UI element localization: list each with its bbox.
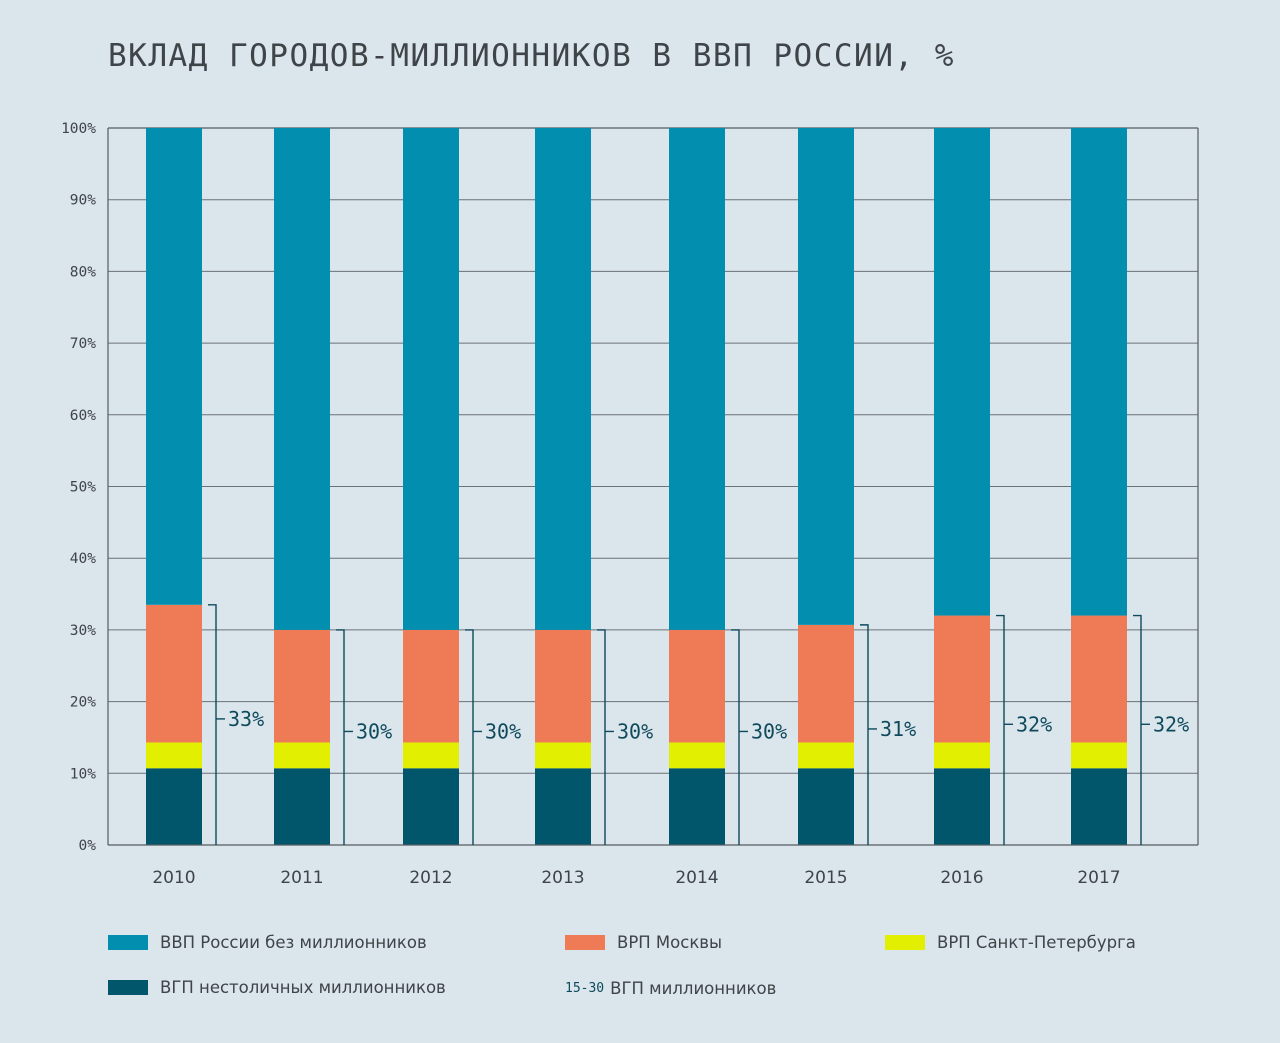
y-tick-label: 50%: [70, 480, 96, 496]
x-tick-label: 2016: [940, 868, 983, 888]
bar-segment: [1071, 615, 1127, 743]
x-tick-label: 2011: [280, 868, 323, 888]
bracket-label: 31%: [880, 717, 916, 741]
legend-label-russia-without-millionaires: ВВП России без миллионников: [160, 933, 427, 952]
bracket-label: 30%: [356, 719, 392, 743]
bar-segment: [798, 128, 854, 625]
bracket-label: 30%: [751, 719, 787, 743]
bar-segment: [274, 128, 330, 630]
bar-segment: [1071, 768, 1127, 845]
bracket-line: [465, 629, 474, 845]
bar-segment: [146, 768, 202, 845]
bar-segment: [403, 128, 459, 630]
legend-swatch-moscow: [565, 935, 605, 950]
bar-segment: [274, 768, 330, 845]
bar-segment: [403, 768, 459, 845]
y-tick-label: 70%: [70, 336, 96, 352]
bar-segment: [934, 128, 990, 616]
y-tick-label: 10%: [70, 766, 96, 782]
bar-segment: [535, 768, 591, 845]
legend-item-regional-millionaires: ВГП нестоличных миллионников: [108, 978, 446, 997]
legend-item-saint-petersburg: ВРП Санкт-Петербурга: [885, 933, 1136, 952]
legend-label-regional-millionaires: ВГП нестоличных миллионников: [160, 978, 446, 997]
bar-segment: [934, 615, 990, 743]
legend-range-tag: 15-30: [565, 981, 605, 996]
y-tick-label: 60%: [70, 408, 96, 424]
bar-segment: [669, 629, 725, 743]
bar-segment: [934, 742, 990, 769]
legend-item-russia-without-millionaires: ВВП России без миллионников: [108, 933, 427, 952]
bar-segment: [669, 742, 725, 769]
legend-swatch-russia-without-millionaires: [108, 935, 148, 950]
bracket-label: 33%: [228, 707, 264, 731]
bar-segment: [798, 742, 854, 769]
chart-title: ВКЛАД ГОРОДОВ-МИЛЛИОННИКОВ В ВВП РОССИИ,…: [108, 38, 955, 74]
bar-segment: [146, 742, 202, 769]
bar-segment: [669, 128, 725, 630]
x-tick-label: 2014: [675, 868, 718, 888]
bracket-label: 32%: [1153, 712, 1189, 736]
bar-segment: [798, 768, 854, 845]
bracket-label: 30%: [617, 719, 653, 743]
legend-swatch-regional-millionaires: [108, 980, 148, 995]
bracket-label: 32%: [1016, 712, 1052, 736]
x-tick-label: 2010: [152, 868, 195, 888]
y-tick-label: 90%: [70, 193, 96, 209]
bracket-line: [731, 629, 740, 845]
bracket-line: [1133, 614, 1142, 845]
legend-swatch-saint-petersburg: [885, 935, 925, 950]
bar-segment: [669, 768, 725, 845]
bar-segment: [535, 629, 591, 743]
bar-segment: [535, 128, 591, 630]
legend-item-moscow: ВРП Москвы: [565, 933, 722, 952]
legend-range-label: ВГП миллионников: [610, 979, 777, 998]
bracket-line: [208, 604, 217, 845]
bar-segment: [798, 624, 854, 743]
bar-segment: [403, 742, 459, 769]
y-tick-label: 20%: [70, 695, 96, 711]
bracket-line: [597, 629, 606, 845]
bar-segment: [274, 742, 330, 769]
bar-segment: [934, 768, 990, 845]
bar-segment: [146, 128, 202, 605]
y-tick-label: 80%: [70, 264, 96, 280]
bracket-line: [336, 629, 345, 845]
x-tick-label: 2012: [409, 868, 452, 888]
x-tick-label: 2017: [1077, 868, 1120, 888]
bar-segment: [1071, 742, 1127, 769]
bracket-label: 30%: [485, 719, 521, 743]
bar-segment: [1071, 128, 1127, 616]
bar-segment: [274, 629, 330, 743]
x-tick-label: 2013: [541, 868, 584, 888]
legend-label-saint-petersburg: ВРП Санкт-Петербурга: [937, 933, 1136, 952]
y-tick-label: 40%: [70, 551, 96, 567]
bar-segment: [403, 629, 459, 743]
bar-segment: [146, 604, 202, 743]
x-tick-label: 2015: [804, 868, 847, 888]
y-tick-label: 30%: [70, 623, 96, 639]
legend-item-millionaires-range: 15-30 ВГП миллионников: [565, 979, 776, 998]
y-tick-label: 100%: [61, 121, 96, 137]
y-tick-label: 0%: [79, 838, 97, 854]
bracket-line: [996, 614, 1005, 845]
legend-label-moscow: ВРП Москвы: [617, 933, 723, 952]
bar-segment: [535, 742, 591, 769]
bracket-line: [860, 624, 869, 845]
